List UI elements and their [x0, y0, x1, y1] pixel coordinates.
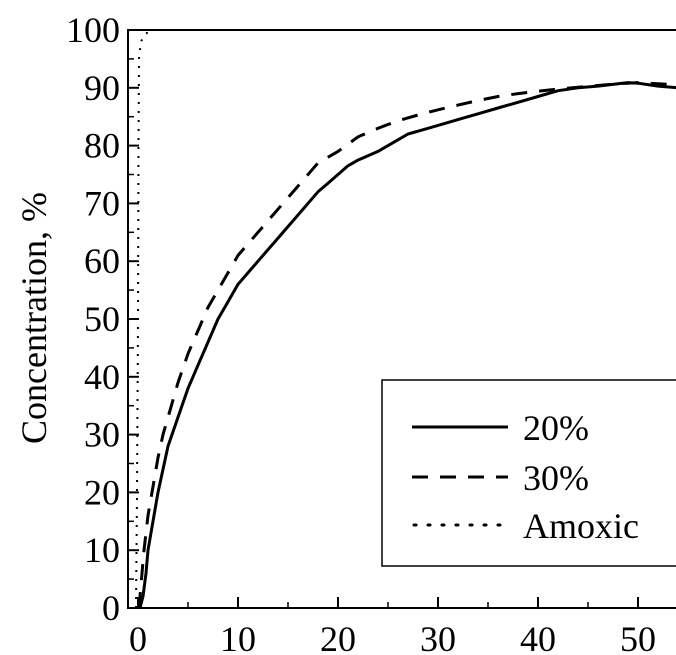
y-tick-label: 80: [84, 126, 120, 166]
legend-label-amoxic: Amoxic: [523, 506, 639, 546]
legend-label-20: 20%: [523, 408, 589, 448]
legend-box: [381, 379, 676, 567]
y-tick-label: 100: [66, 10, 120, 50]
y-tick-label: 50: [84, 299, 120, 339]
y-tick-label: 70: [84, 183, 120, 223]
series-line-2: [135, 31, 150, 608]
series-line-1: [137, 81, 676, 608]
series-layer: [135, 31, 676, 608]
y-axis-label: Concentration, %: [14, 192, 54, 444]
x-tick-label: 20: [320, 619, 356, 655]
y-tick-label: 10: [84, 530, 120, 570]
x-tick-label: 40: [520, 619, 556, 655]
y-tick-label: 20: [84, 472, 120, 512]
legend-label-30: 30%: [523, 458, 589, 498]
x-tick-label: 30: [420, 619, 456, 655]
legend: 20% 30% Amoxic: [381, 379, 676, 567]
y-tick-label: 40: [84, 357, 120, 397]
y-tick-label: 30: [84, 415, 120, 455]
x-tick-label: 10: [220, 619, 256, 655]
x-axis-ticks: 0 10 20 30 40 50: [129, 597, 656, 655]
y-tick-label: 60: [84, 241, 120, 281]
y-tick-label: 90: [84, 68, 120, 108]
y-tick-label: 0: [102, 588, 120, 628]
y-axis-ticks: 0 10 20 30 40 50 60 70 80 90 100: [66, 10, 139, 628]
series-line-0: [138, 81, 676, 608]
x-tick-label: 50: [620, 619, 656, 655]
x-tick-label: 0: [129, 619, 147, 655]
